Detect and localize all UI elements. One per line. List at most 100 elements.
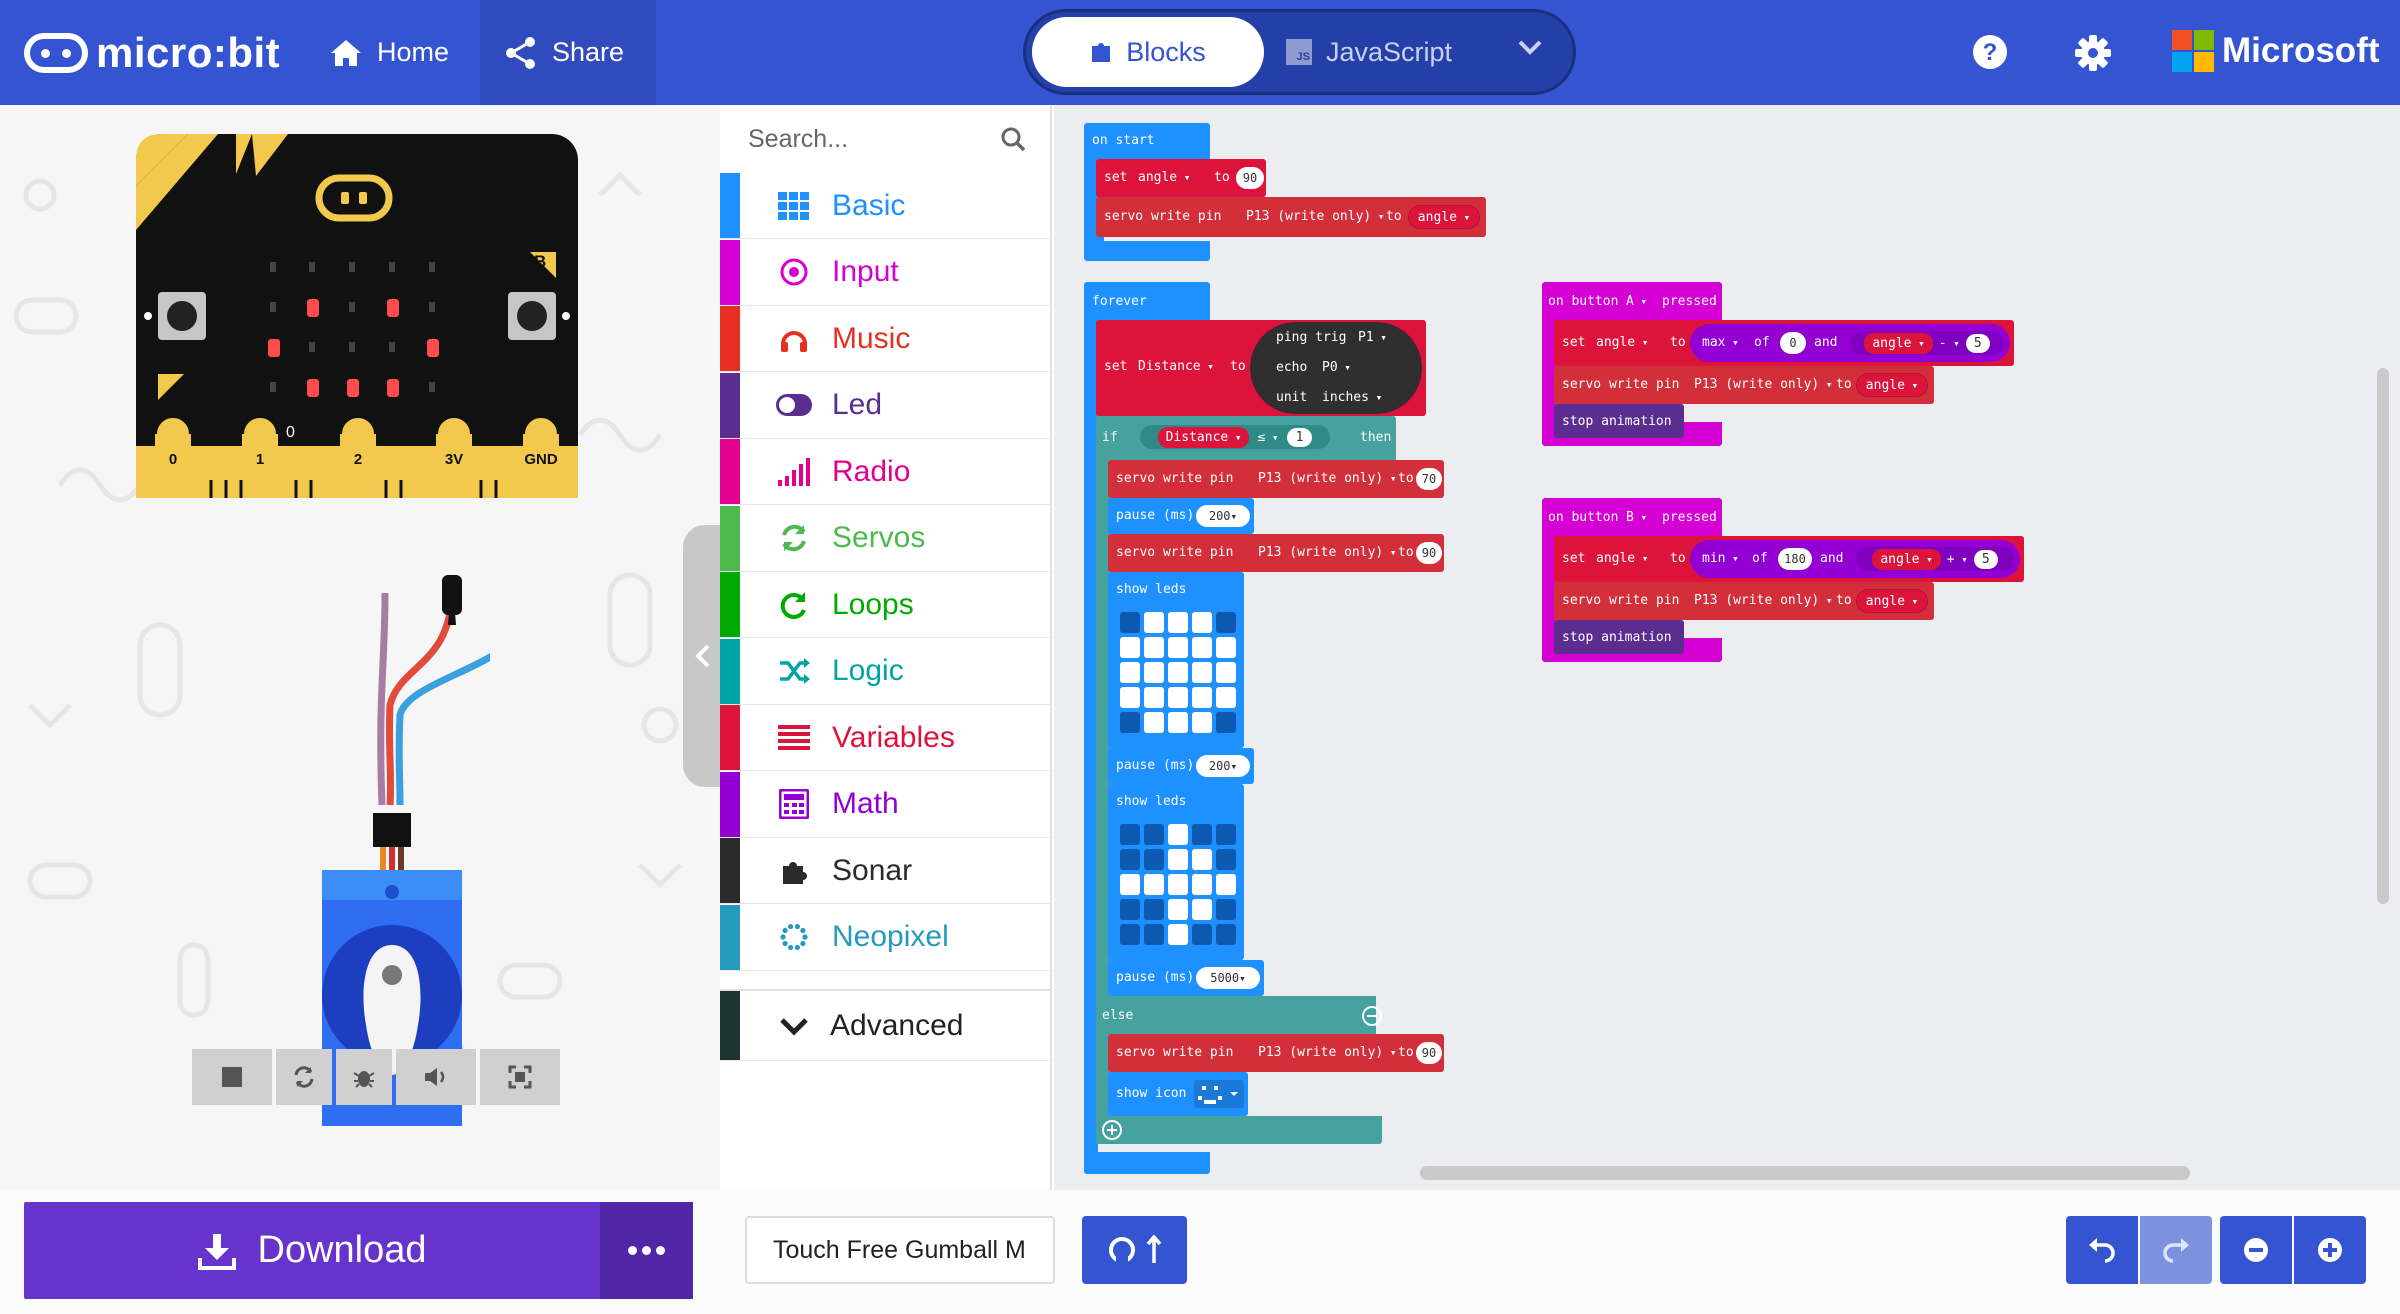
category-loops[interactable]: Loops — [720, 572, 1052, 638]
led-cell[interactable] — [1216, 924, 1236, 945]
led-cell[interactable] — [1216, 849, 1236, 870]
led-cell[interactable] — [1192, 687, 1212, 708]
echo-dropdown[interactable]: P0 — [1322, 360, 1351, 375]
led-cell[interactable] — [1144, 899, 1164, 920]
redo-button[interactable] — [2140, 1216, 2212, 1284]
led-cell[interactable] — [1120, 899, 1140, 920]
variable-dropdown[interactable]: angle — [1864, 332, 1933, 354]
pin-dropdown[interactable]: P13 (write only) — [1258, 1045, 1396, 1060]
servo-write-block[interactable]: servo write pin P13 (write only) to angl… — [1096, 197, 1486, 237]
function-dropdown[interactable]: max — [1702, 335, 1739, 350]
led-cell[interactable] — [1120, 849, 1140, 870]
operator-dropdown[interactable]: + — [1947, 552, 1968, 567]
category-math[interactable]: Math — [720, 771, 1052, 838]
variable-dropdown[interactable]: angle — [1866, 378, 1918, 393]
led-cell[interactable] — [1168, 662, 1188, 683]
led-cell[interactable] — [1120, 687, 1140, 708]
stop-animation-block[interactable]: stop animation — [1554, 620, 1684, 654]
variable-dropdown[interactable]: angle — [1138, 170, 1190, 185]
led-cell[interactable] — [1168, 712, 1188, 733]
led-cell[interactable] — [1120, 662, 1140, 683]
condition-variable[interactable]: Distance — [1157, 426, 1250, 448]
led-cell[interactable] — [1120, 637, 1140, 658]
operator-dropdown[interactable]: - — [1939, 336, 1960, 351]
pin-dropdown[interactable]: P13 (write only) — [1694, 377, 1832, 392]
value-text[interactable]: 5 — [1973, 549, 1998, 569]
stop-button[interactable] — [192, 1049, 272, 1105]
condition-operator[interactable]: ≤ — [1257, 430, 1278, 445]
microbit-board[interactable]: A B 0 1 2 3V GND 0 — [136, 134, 578, 498]
led-cell[interactable] — [1216, 874, 1236, 895]
category-basic[interactable]: Basic — [720, 173, 1052, 239]
led-cell[interactable] — [1216, 899, 1236, 920]
led-cell[interactable] — [1144, 612, 1164, 633]
value-text[interactable]: 90 — [1421, 1046, 1437, 1060]
download-button[interactable]: Download — [24, 1202, 600, 1299]
pin-dropdown[interactable]: P13 (write only) — [1258, 545, 1396, 560]
servo-motor[interactable] — [300, 465, 490, 1165]
value-field[interactable]: 90 — [1236, 167, 1264, 189]
variable-dropdown[interactable]: angle — [1418, 210, 1470, 225]
pause-block[interactable]: pause (ms) 5000 — [1108, 960, 1264, 996]
microbit-logo[interactable]: micro:bit — [24, 26, 280, 80]
servo-write-block[interactable]: servo write pin P13 (write only) to angl… — [1554, 582, 1934, 620]
help-icon[interactable]: ? — [1972, 34, 2008, 70]
led-cell[interactable] — [1168, 874, 1188, 895]
set-angle-block[interactable]: set angle to 90 — [1096, 159, 1266, 197]
stop-animation-block[interactable]: stop animation — [1554, 404, 1684, 438]
smiley-icon-dropdown[interactable] — [1194, 1080, 1244, 1108]
chevron-down-icon[interactable] — [1517, 38, 1543, 56]
remove-else-icon[interactable] — [1362, 1006, 1382, 1026]
gear-icon[interactable] — [2074, 34, 2112, 72]
variable-dropdown[interactable]: angle — [1872, 548, 1941, 570]
led-cell[interactable] — [1168, 849, 1188, 870]
pause-value[interactable]: 200 — [1208, 759, 1231, 773]
led-cell[interactable] — [1120, 612, 1140, 633]
restart-button[interactable] — [276, 1049, 332, 1105]
show-leds-block[interactable]: show leds — [1108, 572, 1244, 748]
led-cell[interactable] — [1192, 874, 1212, 895]
led-cell[interactable] — [1216, 662, 1236, 683]
collapse-simulator-button[interactable] — [683, 525, 723, 787]
unit-dropdown[interactable]: inches — [1322, 390, 1382, 405]
add-else-icon[interactable] — [1102, 1120, 1122, 1140]
led-cell[interactable] — [1216, 612, 1236, 633]
led-cell[interactable] — [1144, 637, 1164, 658]
button-dropdown[interactable]: B — [1626, 510, 1647, 525]
servo-write-block[interactable]: servo write pin P13 (write only) to 90 — [1108, 534, 1444, 572]
category-logic[interactable]: Logic — [720, 638, 1052, 705]
value-text[interactable]: 70 — [1421, 472, 1437, 486]
project-name-input[interactable] — [745, 1216, 1055, 1284]
home-button[interactable]: Home — [305, 0, 475, 105]
led-cell[interactable] — [1216, 824, 1236, 845]
led-cell[interactable] — [1120, 712, 1140, 733]
value-text[interactable]: 5 — [1965, 333, 1990, 353]
category-neopixel[interactable]: Neopixel — [720, 904, 1052, 971]
zoom-out-button[interactable] — [2220, 1216, 2292, 1284]
pin-dropdown[interactable]: P13 (write only) — [1246, 209, 1384, 224]
led-cell[interactable] — [1168, 637, 1188, 658]
led-cell[interactable] — [1192, 662, 1212, 683]
condition-value[interactable]: 1 — [1286, 427, 1313, 447]
zoom-in-button[interactable] — [2294, 1216, 2366, 1284]
led-cell[interactable] — [1168, 924, 1188, 945]
category-servos[interactable]: Servos — [720, 505, 1052, 572]
variable-dropdown[interactable]: angle — [1596, 335, 1648, 350]
led-cell[interactable] — [1144, 824, 1164, 845]
led-cell[interactable] — [1168, 824, 1188, 845]
share-button[interactable]: Share — [480, 0, 656, 105]
javascript-tab[interactable]: JS JavaScript — [1286, 17, 1476, 87]
category-sonar[interactable]: Sonar — [720, 838, 1052, 904]
led-cell[interactable] — [1216, 637, 1236, 658]
led-cell[interactable] — [1192, 849, 1212, 870]
pause-value[interactable]: 5000 — [1210, 971, 1240, 985]
set-angle-block[interactable]: set angle to min of 180 and angle + 5 — [1554, 536, 2024, 582]
download-more-button[interactable] — [600, 1202, 693, 1299]
workspace-vertical-scrollbar[interactable] — [2377, 368, 2389, 904]
category-radio[interactable]: Radio — [720, 439, 1052, 505]
variable-dropdown[interactable]: angle — [1596, 551, 1648, 566]
led-cell[interactable] — [1192, 924, 1212, 945]
category-input[interactable]: Input — [720, 239, 1052, 306]
led-cell[interactable] — [1144, 874, 1164, 895]
led-cell[interactable] — [1192, 824, 1212, 845]
